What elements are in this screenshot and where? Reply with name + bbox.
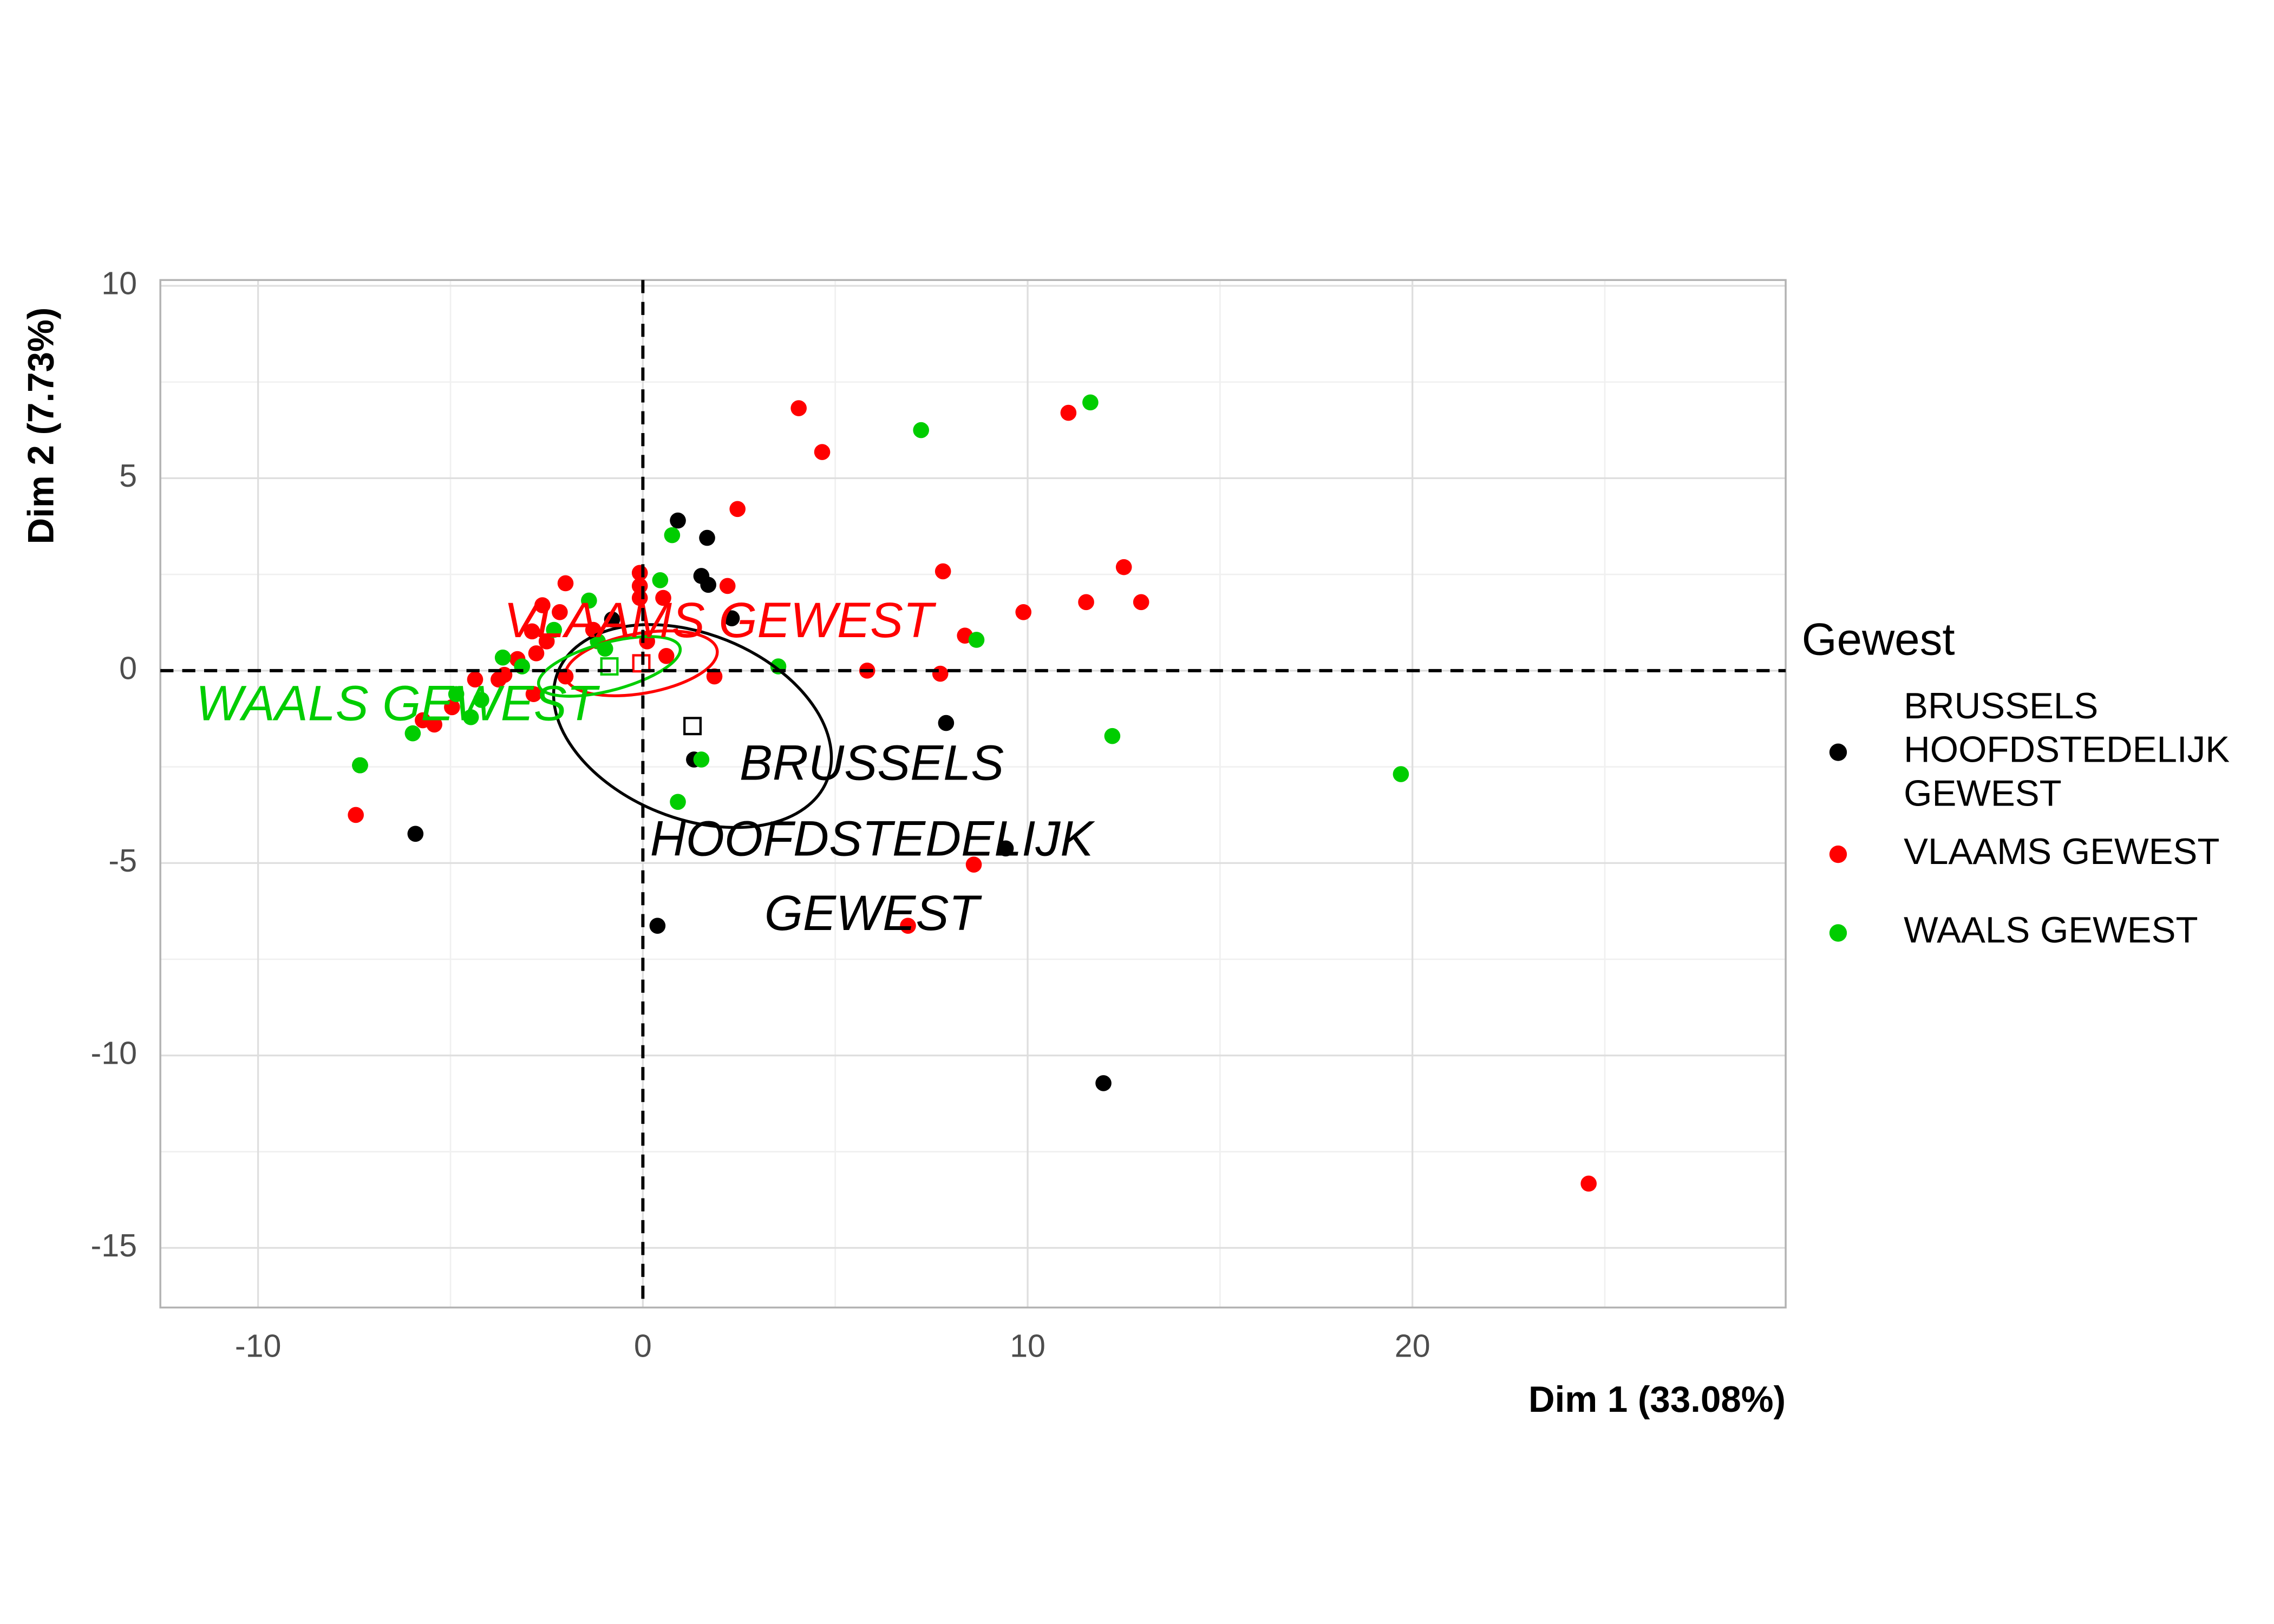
point (494, 649, 511, 666)
point (1015, 604, 1032, 620)
point (538, 633, 555, 650)
legend-label: VLAAMS GEWEST (1904, 831, 2219, 872)
point (1133, 594, 1149, 611)
x-tick-label: 20 (1395, 1327, 1430, 1364)
point (1104, 728, 1121, 744)
point (404, 725, 421, 742)
point (670, 512, 686, 529)
legend-marker (1829, 845, 1847, 863)
point (552, 604, 568, 620)
point (814, 444, 831, 460)
point (706, 668, 723, 685)
point (473, 692, 489, 708)
point (913, 422, 929, 438)
plot-border (159, 279, 1787, 1309)
point (719, 578, 736, 594)
point (348, 807, 364, 823)
point (965, 856, 982, 873)
x-axis-title: Dim 1 (33.08%) (1528, 1379, 1786, 1420)
group-center (600, 657, 619, 676)
y-tick-label: -5 (108, 842, 137, 879)
point (932, 665, 949, 682)
point (525, 686, 542, 703)
point (462, 709, 479, 725)
point (444, 699, 460, 716)
group-label: VLAAMS GEWEST (504, 593, 937, 648)
point (652, 572, 669, 588)
point (649, 918, 666, 934)
point (524, 623, 540, 640)
point (557, 575, 574, 592)
point (1115, 559, 1132, 575)
point (491, 671, 507, 688)
point (1393, 766, 1409, 782)
point (467, 671, 483, 688)
x-tick-label: -10 (235, 1327, 282, 1364)
group-label: WAALS GEWEST (196, 676, 600, 731)
confidence-ellipse (537, 635, 682, 698)
legend-title: Gewest (1802, 614, 1955, 665)
legend-marker (1829, 924, 1847, 942)
point (900, 918, 916, 934)
x-tick-label: 0 (634, 1327, 652, 1364)
y-tick-label: -10 (90, 1034, 137, 1071)
legend-marker (1829, 743, 1847, 761)
point (1082, 394, 1099, 411)
x-tick-label: 10 (1010, 1327, 1045, 1364)
y-tick-label: 0 (119, 650, 137, 686)
point (938, 715, 955, 731)
point (670, 794, 686, 810)
point (407, 826, 424, 842)
point (581, 592, 597, 609)
point (968, 632, 985, 648)
point (997, 840, 1014, 857)
point (658, 648, 675, 664)
y-axis-title: Dim 2 (7.73%) (21, 307, 62, 545)
group-label: BRUSSELS HOOFDSTEDELIJK GEWEST (650, 736, 1096, 941)
point (1060, 404, 1077, 421)
point (664, 527, 681, 543)
group-center (683, 717, 702, 736)
point (790, 400, 807, 416)
point (723, 610, 740, 626)
point (415, 712, 431, 729)
point (1095, 1075, 1112, 1091)
point (1078, 594, 1094, 611)
legend-label: BRUSSELS HOOFDSTEDELIJK GEWEST (1904, 686, 2230, 814)
point (693, 751, 710, 768)
y-tick-label: -15 (90, 1227, 137, 1263)
point (528, 645, 545, 662)
y-tick-label: 5 (119, 457, 137, 494)
point (1580, 1175, 1597, 1192)
legend-label: WAALS GEWEST (1904, 910, 2198, 951)
point (699, 529, 715, 546)
confidence-ellipse (564, 629, 719, 697)
point (448, 686, 465, 703)
point (700, 577, 716, 593)
point (655, 590, 671, 606)
point (604, 611, 620, 628)
point (546, 621, 562, 638)
point (729, 501, 746, 518)
point (935, 563, 951, 580)
y-tick-label: 10 (101, 265, 137, 302)
point (534, 597, 551, 613)
point (352, 757, 368, 774)
